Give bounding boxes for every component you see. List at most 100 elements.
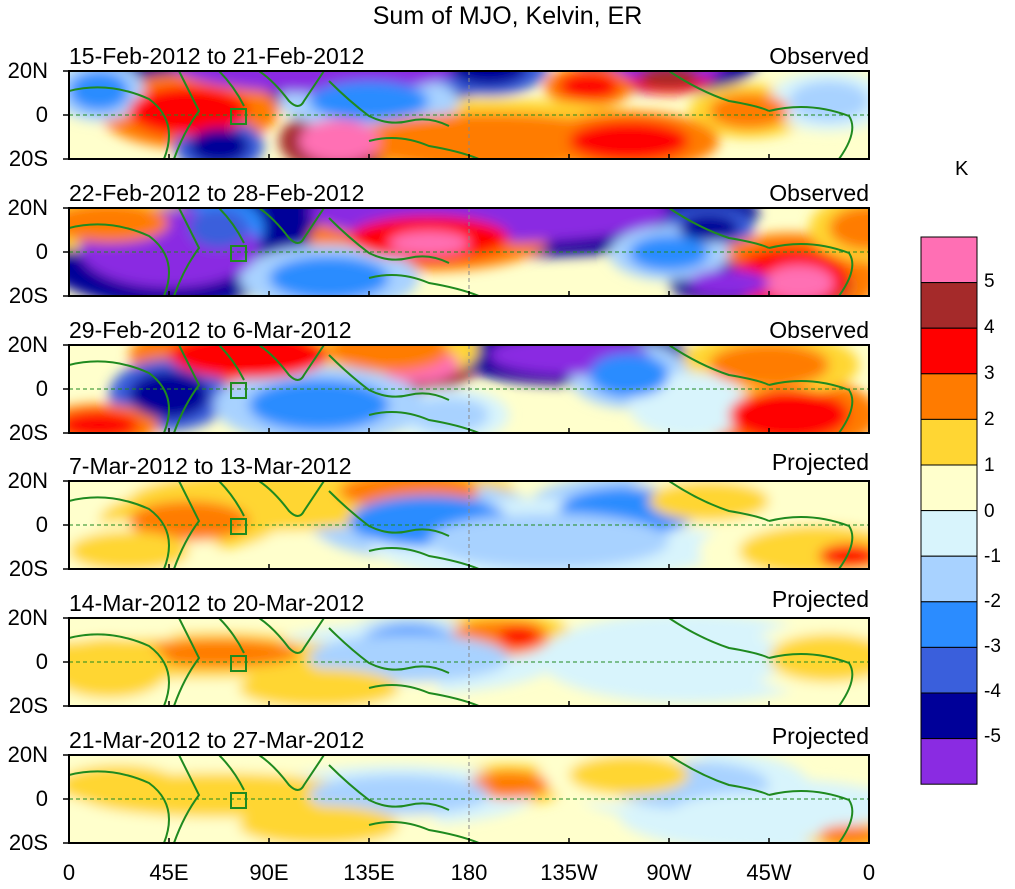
coastline bbox=[69, 360, 170, 433]
colorbar-swatch bbox=[920, 692, 978, 740]
anomaly-blob bbox=[129, 86, 249, 136]
panel-3-status: Observed bbox=[769, 317, 869, 343]
coastline bbox=[218, 755, 245, 791]
anomaly-blob bbox=[189, 128, 249, 159]
lat-label-20n: 20N bbox=[7, 195, 48, 220]
anomaly-blob bbox=[639, 71, 699, 88]
anomaly-blob bbox=[689, 269, 769, 296]
anomaly-blob bbox=[729, 389, 849, 433]
anomaly-blob bbox=[169, 345, 329, 379]
coastline bbox=[69, 633, 170, 706]
coastline bbox=[69, 223, 170, 296]
colorbar-swatch bbox=[920, 646, 978, 694]
lon-label-0-east: 0 bbox=[862, 860, 876, 885]
lon-label-90e: 90E bbox=[249, 860, 289, 885]
coastline bbox=[328, 627, 450, 674]
panel-5-date: 14-Mar-2012 to 20-Mar-2012 bbox=[69, 590, 365, 616]
anomaly-blob bbox=[69, 71, 129, 111]
panel-2-date: 22-Feb-2012 to 28-Feb-2012 bbox=[69, 180, 365, 206]
colorbar-swatch bbox=[920, 555, 978, 603]
lat-label-20n: 20N bbox=[7, 605, 48, 630]
anomaly-blob bbox=[389, 231, 469, 255]
coastline bbox=[368, 820, 480, 843]
lon-label-180: 180 bbox=[450, 860, 488, 885]
panel-2-status: Observed bbox=[769, 180, 869, 206]
coastline bbox=[328, 764, 450, 811]
anomaly-blob bbox=[349, 113, 629, 159]
anomaly-blob bbox=[499, 626, 539, 646]
lat-label-20s: 20S bbox=[8, 556, 48, 581]
anomaly-blob bbox=[669, 791, 869, 839]
coastline bbox=[668, 208, 770, 249]
colorbar-label: -4 bbox=[984, 681, 1001, 702]
coastline bbox=[368, 273, 480, 296]
lat-label-eq: 0 bbox=[35, 376, 48, 401]
lat-label-20n: 20N bbox=[7, 742, 48, 767]
anomaly-blob bbox=[559, 72, 619, 100]
colorbar-label: 5 bbox=[984, 271, 995, 292]
coastline bbox=[69, 770, 170, 843]
anomaly-blob bbox=[249, 379, 389, 431]
coastline bbox=[173, 345, 201, 433]
anomaly-blob bbox=[649, 481, 769, 521]
coastline bbox=[173, 755, 201, 843]
coastline bbox=[768, 243, 854, 296]
anomaly-blob bbox=[129, 501, 249, 541]
colorbar-swatch bbox=[920, 601, 978, 648]
colorbar-label: 0 bbox=[984, 501, 995, 522]
lat-label-20s: 20S bbox=[8, 420, 48, 445]
coastline bbox=[218, 71, 245, 107]
coastline bbox=[218, 345, 245, 381]
anomaly-blob bbox=[829, 208, 869, 250]
colorbar-label: -3 bbox=[984, 636, 1001, 657]
coastline bbox=[368, 546, 480, 569]
coastline bbox=[258, 755, 325, 791]
anomaly-blob bbox=[569, 121, 689, 159]
colorbar-swatch bbox=[920, 282, 978, 329]
lat-label-eq: 0 bbox=[35, 786, 48, 811]
coastline bbox=[328, 490, 450, 537]
panel-4-status: Projected bbox=[771, 449, 869, 475]
anomaly-blob bbox=[649, 383, 729, 427]
lon-label-90w: 90W bbox=[646, 860, 692, 885]
coastline bbox=[328, 80, 450, 127]
coastline bbox=[768, 516, 854, 569]
anomaly-blob bbox=[239, 668, 399, 706]
lon-label-135w: 135W bbox=[540, 860, 598, 885]
coastline bbox=[668, 618, 770, 659]
panel-3-date: 29-Feb-2012 to 6-Mar-2012 bbox=[69, 317, 352, 343]
colorbar-swatch bbox=[920, 327, 978, 375]
panel-6-date: 21-Mar-2012 to 27-Mar-2012 bbox=[69, 727, 365, 753]
anomaly-blob bbox=[769, 634, 869, 682]
lat-label-20n: 20N bbox=[7, 468, 48, 493]
coastline bbox=[69, 496, 170, 569]
map-panel-5 bbox=[63, 617, 870, 707]
colorbar-label: 4 bbox=[984, 317, 995, 338]
lat-label-20n: 20N bbox=[7, 332, 48, 357]
anomaly-blob bbox=[629, 235, 709, 271]
coastline bbox=[328, 217, 450, 264]
coastline bbox=[218, 208, 245, 244]
anomaly-blob bbox=[309, 634, 509, 682]
coastline bbox=[768, 790, 854, 843]
colorbar-swatch bbox=[920, 510, 978, 557]
colorbar-swatch bbox=[920, 418, 978, 466]
colorbar-swatch bbox=[920, 373, 978, 420]
anomaly-blob bbox=[429, 513, 669, 569]
coastline bbox=[768, 653, 854, 706]
colorbar-label: 2 bbox=[984, 409, 995, 430]
anomaly-blob bbox=[589, 353, 669, 397]
map-panel-6 bbox=[63, 754, 870, 844]
anomaly-blob bbox=[589, 628, 789, 688]
panel-1-date: 15-Feb-2012 to 21-Feb-2012 bbox=[69, 43, 365, 69]
anomaly-blob bbox=[69, 531, 189, 569]
colorbar-swatch bbox=[920, 738, 978, 785]
region-box bbox=[230, 245, 247, 262]
colorbar-swatch bbox=[920, 236, 978, 284]
map-panel-2 bbox=[63, 207, 870, 297]
anomaly-blob bbox=[764, 265, 834, 296]
lat-label-20s: 20S bbox=[8, 830, 48, 855]
anomaly-blob bbox=[569, 755, 689, 795]
